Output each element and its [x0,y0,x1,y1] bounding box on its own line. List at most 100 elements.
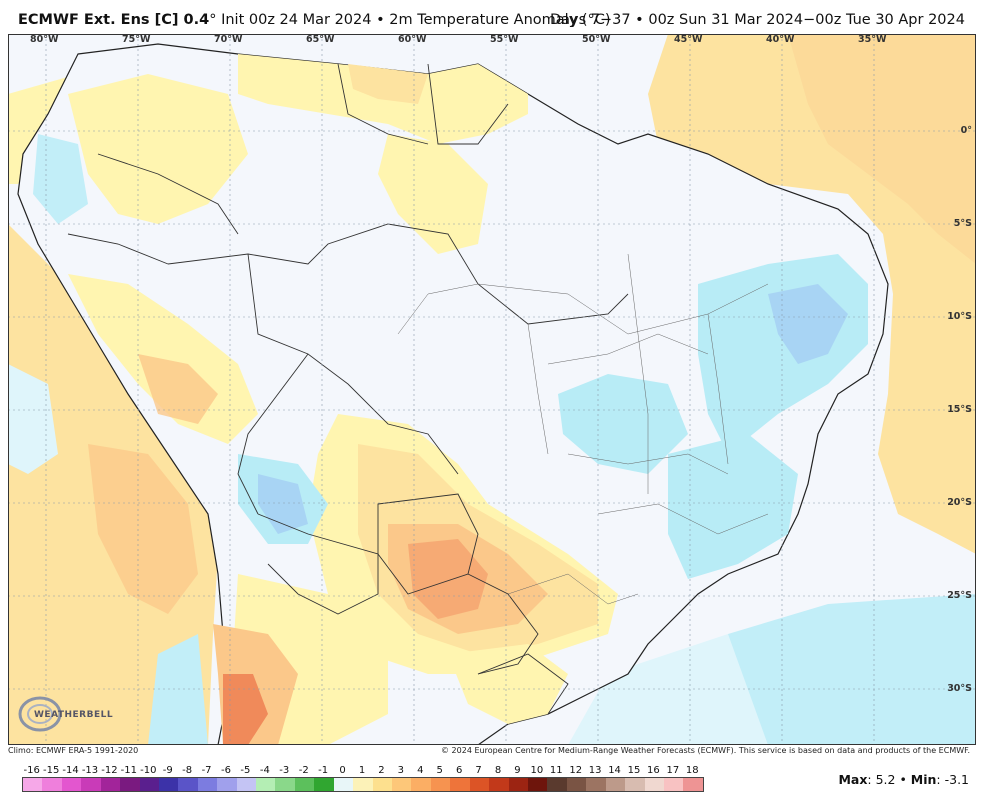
colorbar-tick-label: 9 [514,765,521,776]
colorbar-swatch [217,778,237,791]
colorbar-swatch [547,778,567,791]
colorbar-tick-label: -12 [101,765,118,776]
lon-label-65w: 65°W [306,34,335,45]
argentina-hot [223,674,268,745]
colorbar-swatch [566,778,587,791]
lon-label-60w: 60°W [398,34,427,45]
degree-mark: ° [209,12,217,28]
colorbar-tick-label: -8 [182,765,193,776]
lat-label-15s: 15°S [947,404,972,415]
colorbar-tick-label: -15 [42,765,60,776]
colorbar-tick-label: -3 [279,765,290,776]
colorbar-tick-label: -7 [201,765,212,776]
lat-label-10s: 10°S [947,311,972,322]
central-brazil-cool [558,374,688,474]
max-label: Max [838,772,868,787]
colorbar-ticks: -16 -15 -14 -13 -12 -11 -10 -9 -8 -7 -6 -5 -4 -3 -2 -1 0… [22,765,702,777]
southeast-cool [668,434,798,579]
state-borders [397,253,769,605]
andes-cool [33,134,88,224]
lon-label-45w: 45°W [674,34,703,45]
init-time: Init 00z 24 Mar 2024 [221,12,372,28]
north-amazon-warm [378,134,488,254]
colorbar-tick-label: 0 [339,765,346,776]
lat-label-0: 0° [960,125,972,136]
south-atlantic-pale [568,634,768,745]
colorbar-swatch [42,778,62,791]
colorbar-swatch [489,778,509,791]
colorbar-tick-label: 3 [397,765,405,776]
colorbar-swatch [605,778,626,791]
min-label: Min [910,772,937,787]
atlantic-far-warm [788,34,976,264]
colorbar-tick-label: 7 [475,765,482,776]
lon-label-50w: 50°W [582,34,611,45]
lon-label-40w: 40°W [766,34,795,45]
colorbar-tick-label: -5 [240,765,251,776]
colorbar-tick-label: -11 [120,765,138,776]
colorbar-swatch [100,778,121,791]
colorbar-swatch [23,778,43,791]
colorbar-swatch [353,778,373,791]
south-atlantic-cool [708,594,976,745]
colorbar-swatch [586,778,606,791]
model-name: ECMWF Ext. Ens [C] 0.4 [18,12,210,28]
colorbar-swatch [469,778,490,791]
colorbar-swatch [81,778,101,791]
colorbar-tick-label: 18 [685,765,699,776]
weatherbell-logo: WEATHERBELL [14,688,113,738]
colorbar-swatch [120,778,140,791]
lon-label-70w: 70°W [214,34,243,45]
colorbar-tick-label: 1 [358,765,366,776]
colorbar-swatch [197,778,218,791]
colorbar-swatch [392,778,412,791]
colorbar-swatch [450,778,470,791]
colorbar-tick-label: 8 [494,765,502,776]
colorbar-tick-label: 13 [588,765,602,776]
colorbar-swatch [178,778,198,791]
lat-label-20s: 20°S [947,497,972,508]
colorbar-tick-label: 12 [569,765,583,776]
northeast-cool-core [768,284,848,364]
pacific-south-cool [148,634,208,745]
colorbar-swatch [333,778,354,791]
colorbar-swatch [411,778,431,791]
colorbar-tick-label: -13 [81,765,99,776]
colorbar-tick-label: -1 [318,765,329,776]
graticule [8,34,976,745]
min-value: : -3.1 [936,772,969,787]
lon-label-35w: 35°W [858,34,887,45]
colorbar-swatch [625,778,645,791]
colorbar-tick-label: 17 [666,765,680,776]
colorbar-swatch [314,778,334,791]
logo-text: WEATHERBELL [34,710,114,720]
title-bullet: • [376,12,385,28]
max-min-stats: Max: 5.2 • Min: -3.1 [838,772,969,787]
peru-orange [138,354,218,424]
colorbar-tick-label: 4 [417,765,424,776]
colorbar-tick-label: -14 [62,765,79,776]
anomaly-map [8,34,976,745]
paraguay-hot [408,539,488,619]
colorbar-tick-label: 15 [627,765,641,776]
colorbar-tick-label: 16 [647,765,660,776]
colorbar-swatch [236,778,257,791]
colorbar-tick-label: -9 [162,765,173,776]
valid-period: Days 7−37 • 00z Sun 31 Mar 2024−00z Tue … [549,12,965,28]
colorbar-swatch [430,778,451,791]
colorbar-swatch [372,778,393,791]
colorbar-swatches [22,777,704,792]
colorbar-tick-label: -10 [140,765,157,776]
lon-label-75w: 75°W [122,34,151,45]
title-left: ECMWF Ext. Ens [C] 0.4° Init 00z 24 Mar … [18,12,611,28]
guiana-orange [348,64,428,104]
climo-note: Climo: ECMWF ERA-5 1991-2020 [8,746,139,755]
max-value: : 5.2 [867,772,896,787]
south-america-land [17,43,889,745]
colorbar-swatch [644,778,664,791]
colorbar-swatch [61,778,82,791]
colorbar-swatch [294,778,315,791]
copyright-note: © 2024 European Centre for Medium-Range … [441,746,970,755]
colorbar-swatch [508,778,528,791]
colorbar-swatch [275,778,295,791]
